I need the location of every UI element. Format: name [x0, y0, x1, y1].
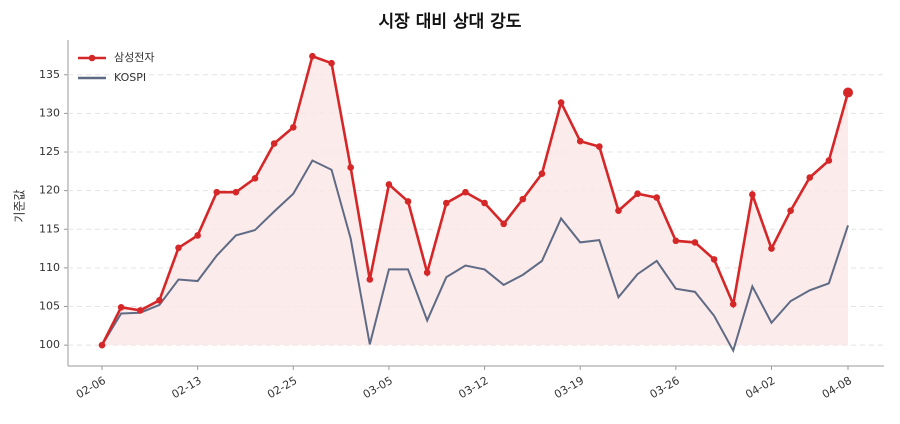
legend-label: 삼성전자	[114, 51, 154, 64]
marker	[634, 190, 641, 198]
marker	[347, 164, 354, 171]
marker	[309, 52, 316, 60]
marker	[232, 188, 240, 196]
marker	[366, 276, 374, 283]
x-tick-label: 03-19	[552, 374, 586, 401]
y-tick-label: 135	[39, 68, 60, 81]
area	[102, 56, 848, 346]
marker	[117, 303, 125, 311]
y-tick-label: 120	[39, 184, 60, 197]
x-tick-label: 03-05	[361, 374, 395, 401]
marker	[843, 87, 853, 98]
marker	[194, 232, 201, 239]
marker	[691, 239, 699, 246]
x-tick-label: 03-12	[456, 374, 490, 401]
y-axis-label: 기준값	[13, 189, 27, 222]
marker	[289, 123, 297, 131]
marker	[251, 174, 259, 182]
marker	[98, 341, 106, 349]
marker	[500, 220, 507, 228]
marker	[538, 170, 546, 177]
marker	[653, 194, 661, 201]
legend-marker	[88, 54, 96, 62]
y-tick-label: 110	[39, 261, 60, 274]
chart-title: 시장 대비 상대 강도	[379, 12, 522, 32]
marker	[806, 174, 814, 181]
x-tick-label: 02-06	[74, 374, 108, 401]
x-tick-label: 02-13	[169, 374, 203, 401]
marker	[825, 157, 833, 164]
y-tick-label: 100	[39, 338, 60, 351]
marker	[462, 188, 469, 196]
marker	[749, 191, 756, 198]
marker	[213, 188, 221, 196]
marker	[423, 269, 431, 276]
legend-label: KOSPI	[114, 71, 146, 84]
marker	[519, 195, 527, 203]
marker	[576, 137, 584, 145]
marker	[404, 198, 412, 205]
marker	[596, 143, 603, 150]
marker	[615, 207, 622, 215]
x-tick-label: 04-08	[820, 374, 854, 401]
marker	[672, 237, 680, 245]
marker	[156, 297, 163, 304]
y-tick-label: 115	[39, 222, 60, 235]
marker	[787, 207, 794, 215]
x-tick-label: 04-02	[743, 374, 777, 401]
marker	[481, 199, 488, 207]
marker	[557, 99, 565, 106]
line	[101, 159, 849, 354]
y-tick-label: 105	[39, 300, 60, 313]
marker	[443, 199, 450, 207]
marker	[385, 181, 393, 188]
y-tick-label: 130	[39, 106, 60, 119]
marker	[175, 244, 182, 252]
marker	[328, 59, 335, 67]
marker	[729, 300, 737, 308]
marker	[710, 256, 718, 263]
x-tick-label: 03-26	[648, 374, 682, 401]
marker	[768, 245, 775, 252]
y-tick-label: 125	[39, 145, 60, 158]
x-tick-label: 02-25	[265, 374, 299, 401]
marker	[270, 140, 278, 147]
line	[100, 54, 850, 346]
marker	[136, 307, 144, 314]
